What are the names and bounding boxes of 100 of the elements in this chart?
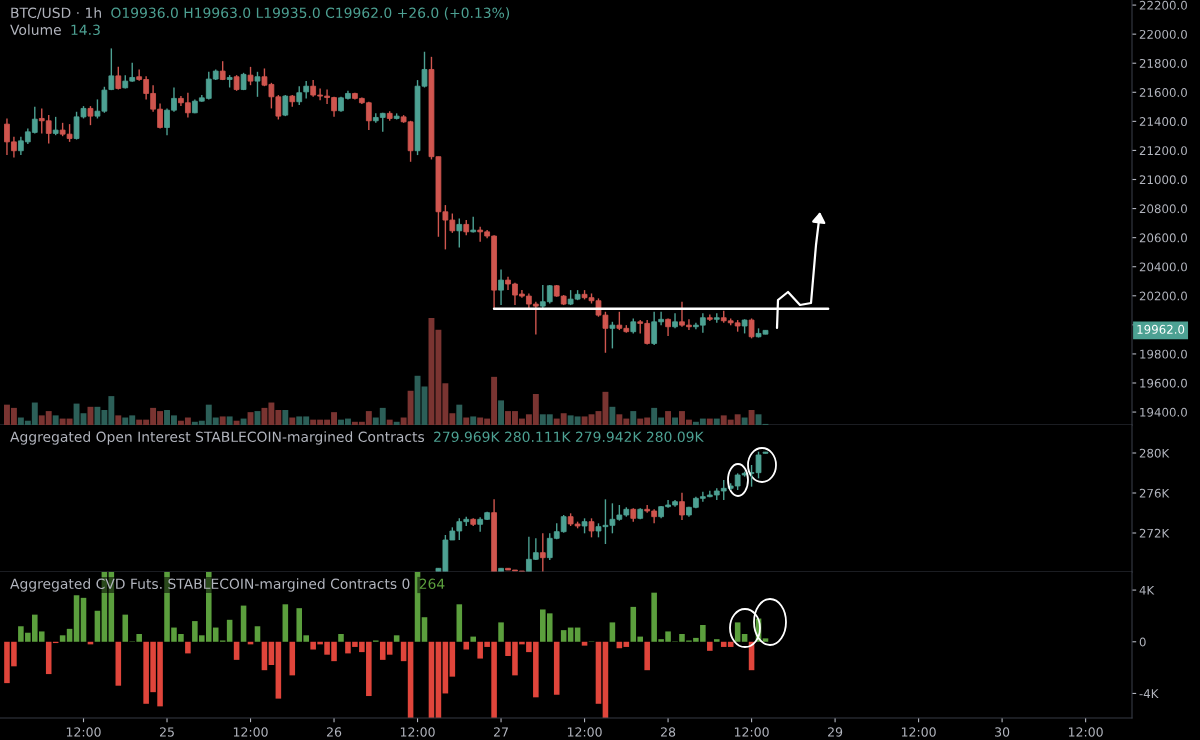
y-tick-label: 21200.0 bbox=[1139, 146, 1187, 156]
bar bbox=[226, 416, 233, 425]
bar bbox=[289, 417, 296, 425]
bar bbox=[470, 636, 476, 642]
bar bbox=[741, 417, 748, 425]
bar bbox=[185, 641, 191, 654]
chart-title: Aggregated Open Interest STABLECOIN-margined Contracts bbox=[10, 431, 425, 445]
bar bbox=[115, 415, 122, 425]
bar bbox=[748, 410, 755, 425]
y-tick-label: 19600.0 bbox=[1140, 378, 1187, 388]
bar bbox=[449, 641, 456, 677]
bar bbox=[421, 617, 428, 642]
chart-subtitle: O19936.0 H19963.0 L19935.0 C19962.0 +26.0 (+0.13%) bbox=[111, 7, 510, 20]
bar bbox=[393, 635, 400, 642]
bar bbox=[463, 417, 470, 425]
bar bbox=[219, 416, 226, 425]
y-tick-label: 0 bbox=[1139, 637, 1146, 647]
bar bbox=[581, 641, 588, 646]
bar bbox=[560, 630, 567, 642]
x-tick-label: 12:00 bbox=[233, 727, 268, 737]
annotation: 264 bbox=[419, 578, 445, 590]
bar bbox=[707, 641, 713, 651]
y-tick-label: 20600.0 bbox=[1139, 233, 1187, 243]
bar bbox=[386, 419, 393, 425]
y-tick-label: 280K bbox=[1139, 448, 1170, 458]
bar bbox=[115, 641, 122, 686]
bar bbox=[498, 622, 504, 642]
y-tick-label: 21800.0 bbox=[1139, 58, 1187, 68]
y-tick-label: 20400.0 bbox=[1139, 262, 1187, 272]
text: 19962.0 bbox=[1137, 324, 1185, 334]
x-tick-label: 12:00 bbox=[567, 727, 602, 737]
y-tick-label: 21400.0 bbox=[1139, 117, 1187, 127]
bar bbox=[714, 639, 720, 642]
y-tick-label: 19400.0 bbox=[1140, 407, 1187, 417]
bar bbox=[609, 622, 616, 642]
y-tick-label: 20200.0 bbox=[1139, 291, 1187, 301]
annotation: 14.3 bbox=[71, 24, 100, 36]
bar bbox=[498, 400, 505, 425]
bar bbox=[762, 638, 769, 642]
chart-title: BTC/USD · 1h bbox=[11, 7, 101, 20]
bar bbox=[706, 418, 713, 425]
bar bbox=[456, 604, 463, 642]
bar bbox=[713, 418, 720, 425]
chart-title: Volume bbox=[10, 24, 61, 36]
x-tick-label: 25 bbox=[159, 727, 174, 737]
candlestick bbox=[247, 66, 254, 86]
bar bbox=[741, 634, 748, 642]
candlestick bbox=[254, 71, 261, 98]
bar bbox=[52, 415, 59, 425]
bar bbox=[595, 641, 602, 704]
x-tick-label: 12:00 bbox=[1068, 727, 1103, 737]
bar bbox=[470, 416, 477, 425]
x-tick-label: 30 bbox=[995, 727, 1010, 737]
x-tick-label: 29 bbox=[828, 727, 843, 737]
bar bbox=[282, 410, 289, 425]
x-tick-label: 12:00 bbox=[66, 727, 101, 737]
bar bbox=[734, 622, 741, 642]
x-tick-label: 12:00 bbox=[901, 727, 936, 737]
bar bbox=[644, 641, 650, 671]
bar bbox=[414, 572, 421, 642]
x-tick-label: 12:00 bbox=[734, 727, 769, 737]
chart-title: Aggregated CVD Futs. STABLECOIN-margined Contracts 0 bbox=[10, 578, 410, 592]
candlestick bbox=[748, 317, 755, 340]
candlestick bbox=[539, 532, 546, 572]
bar bbox=[240, 418, 247, 425]
y-tick-label: 22200.0 bbox=[1139, 0, 1187, 10]
x-tick-label: 26 bbox=[327, 727, 342, 737]
bar bbox=[282, 604, 289, 642]
x-tick-label: 12:00 bbox=[400, 727, 435, 737]
candlestick bbox=[52, 116, 59, 136]
y-tick-label: 20800.0 bbox=[1139, 204, 1187, 214]
y-tick-label: 22000.0 bbox=[1139, 29, 1187, 39]
annotation: 279.969K 280.111K 279.942K 280.09K bbox=[434, 431, 704, 443]
bar bbox=[553, 641, 560, 695]
y-tick-label: 276K bbox=[1139, 488, 1170, 498]
candlestick bbox=[219, 60, 226, 81]
bar bbox=[94, 610, 101, 642]
bar bbox=[338, 634, 344, 642]
y-tick-label: 21000.0 bbox=[1139, 175, 1187, 185]
bar bbox=[463, 641, 470, 650]
bar bbox=[393, 421, 400, 425]
y-tick-label: 19800.0 bbox=[1140, 349, 1187, 359]
bar bbox=[254, 626, 261, 642]
bar bbox=[609, 406, 616, 425]
bar bbox=[73, 595, 80, 642]
bar bbox=[665, 411, 672, 425]
x-tick-label: 27 bbox=[494, 727, 508, 737]
bar bbox=[630, 411, 637, 425]
y-tick-label: 272K bbox=[1139, 528, 1170, 538]
bar bbox=[226, 619, 233, 642]
candlestick bbox=[609, 321, 616, 350]
bar bbox=[66, 628, 73, 642]
y-tick-label: -4K bbox=[1139, 689, 1159, 698]
bar bbox=[289, 641, 296, 676]
candlestick bbox=[762, 451, 769, 455]
candlestick bbox=[588, 517, 595, 539]
y-tick-label: 4K bbox=[1139, 585, 1155, 595]
bar bbox=[275, 641, 282, 699]
bar bbox=[59, 635, 66, 642]
bar bbox=[672, 417, 678, 425]
